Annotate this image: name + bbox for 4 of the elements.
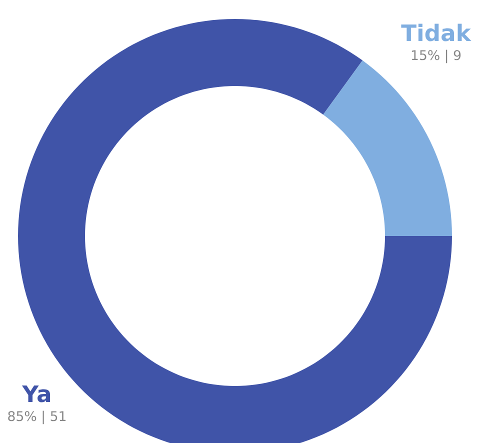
slice-label: Ya: [22, 385, 50, 402]
slice-label: Tidak: [401, 24, 472, 42]
data-label: 15% | 9: [412, 50, 461, 64]
data-label: 85% | 51: [8, 410, 66, 424]
